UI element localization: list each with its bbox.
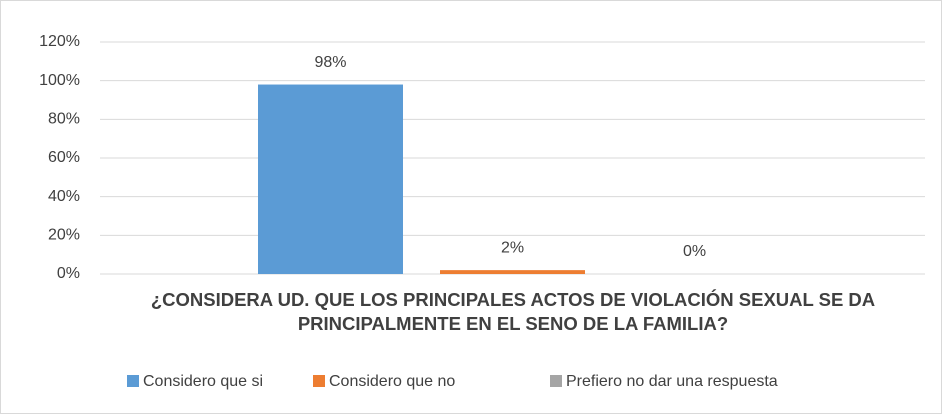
y-tick-label: 40% xyxy=(48,188,80,205)
y-tick-label: 20% xyxy=(48,227,80,244)
legend-swatch xyxy=(127,375,139,387)
data-label: 0% xyxy=(683,243,706,260)
y-tick-label: 80% xyxy=(48,111,80,128)
legend-swatch xyxy=(313,375,325,387)
y-tick-label: 60% xyxy=(48,149,80,166)
legend-label: Prefiero no dar una respuesta xyxy=(566,373,778,390)
legend-label: Considero que no xyxy=(329,373,455,390)
y-tick-label: 0% xyxy=(57,265,80,282)
legend-swatch xyxy=(550,375,562,387)
bar xyxy=(440,270,585,274)
data-label: 2% xyxy=(501,239,524,256)
legend-label: Considero que si xyxy=(143,373,263,390)
y-tick-label: 120% xyxy=(39,33,80,50)
data-label: 98% xyxy=(314,54,346,71)
chart-title: ¿CONSIDERA UD. QUE LOS PRINCIPALES ACTOS… xyxy=(150,289,876,334)
y-tick-label: 100% xyxy=(39,72,80,89)
bar xyxy=(258,84,403,275)
